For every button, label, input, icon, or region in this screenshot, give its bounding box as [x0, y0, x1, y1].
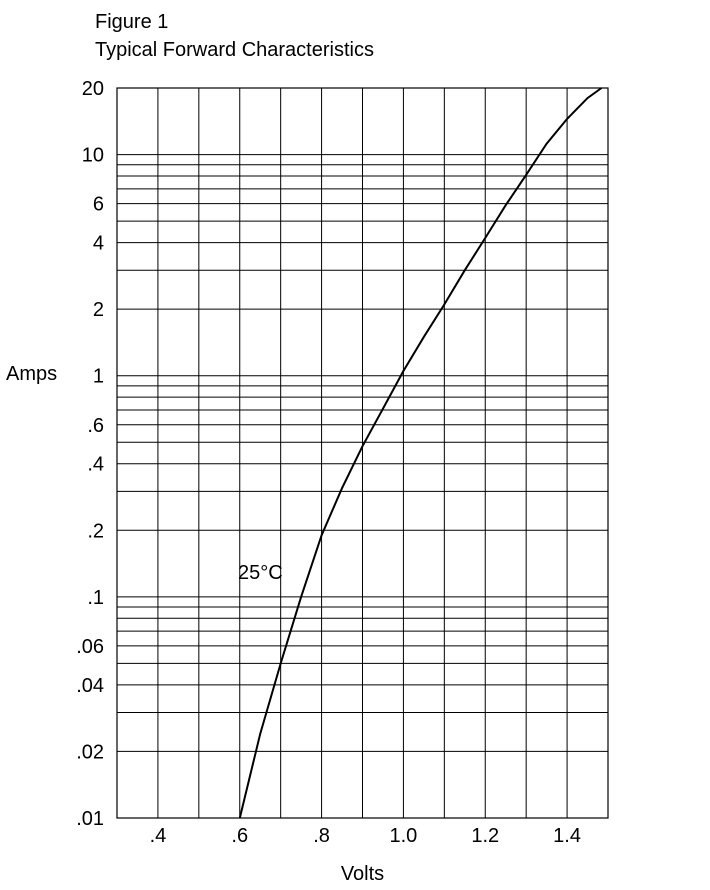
x-tick-label: 1.4 [553, 825, 581, 847]
x-axis-label: Volts [341, 863, 384, 885]
y-tick-label: 4 [93, 233, 104, 255]
figure-label: Figure 1 [95, 11, 169, 33]
x-tick-labels: .4 .6 .8 1.0 1.2 1.4 [150, 825, 581, 847]
y-tick-label: .01 [76, 808, 104, 830]
series-label-25c: 25°C [238, 562, 283, 584]
y-tick-labels: 20 10 6 4 2 1 .6 .4 .2 .1 .06 .04 .02 .01 [76, 78, 104, 830]
x-grid [116, 88, 609, 818]
y-tick-label: .06 [76, 636, 104, 658]
x-tick-label: .8 [313, 825, 330, 847]
y-tick-label: 1 [93, 366, 104, 388]
y-tick-label: .6 [87, 415, 104, 437]
x-tick-label: 1.0 [390, 825, 418, 847]
y-tick-label: 10 [82, 145, 104, 167]
x-tick-label: .6 [231, 825, 248, 847]
y-tick-label: .1 [87, 587, 104, 609]
y-tick-label: .04 [76, 675, 104, 697]
x-tick-label: 1.2 [471, 825, 499, 847]
y-tick-label: .02 [76, 741, 104, 763]
y-axis-label: Amps [6, 363, 57, 385]
y-tick-label: 20 [82, 78, 104, 100]
y-tick-label: 2 [93, 299, 104, 321]
y-tick-label: 6 [93, 194, 104, 216]
plot-frame [116, 87, 609, 819]
chart-title: Typical Forward Characteristics [95, 39, 374, 61]
y-tick-label: .2 [87, 520, 104, 542]
x-tick-label: .4 [150, 825, 167, 847]
series-line-25c [238, 87, 603, 819]
y-tick-label: .4 [87, 454, 104, 476]
